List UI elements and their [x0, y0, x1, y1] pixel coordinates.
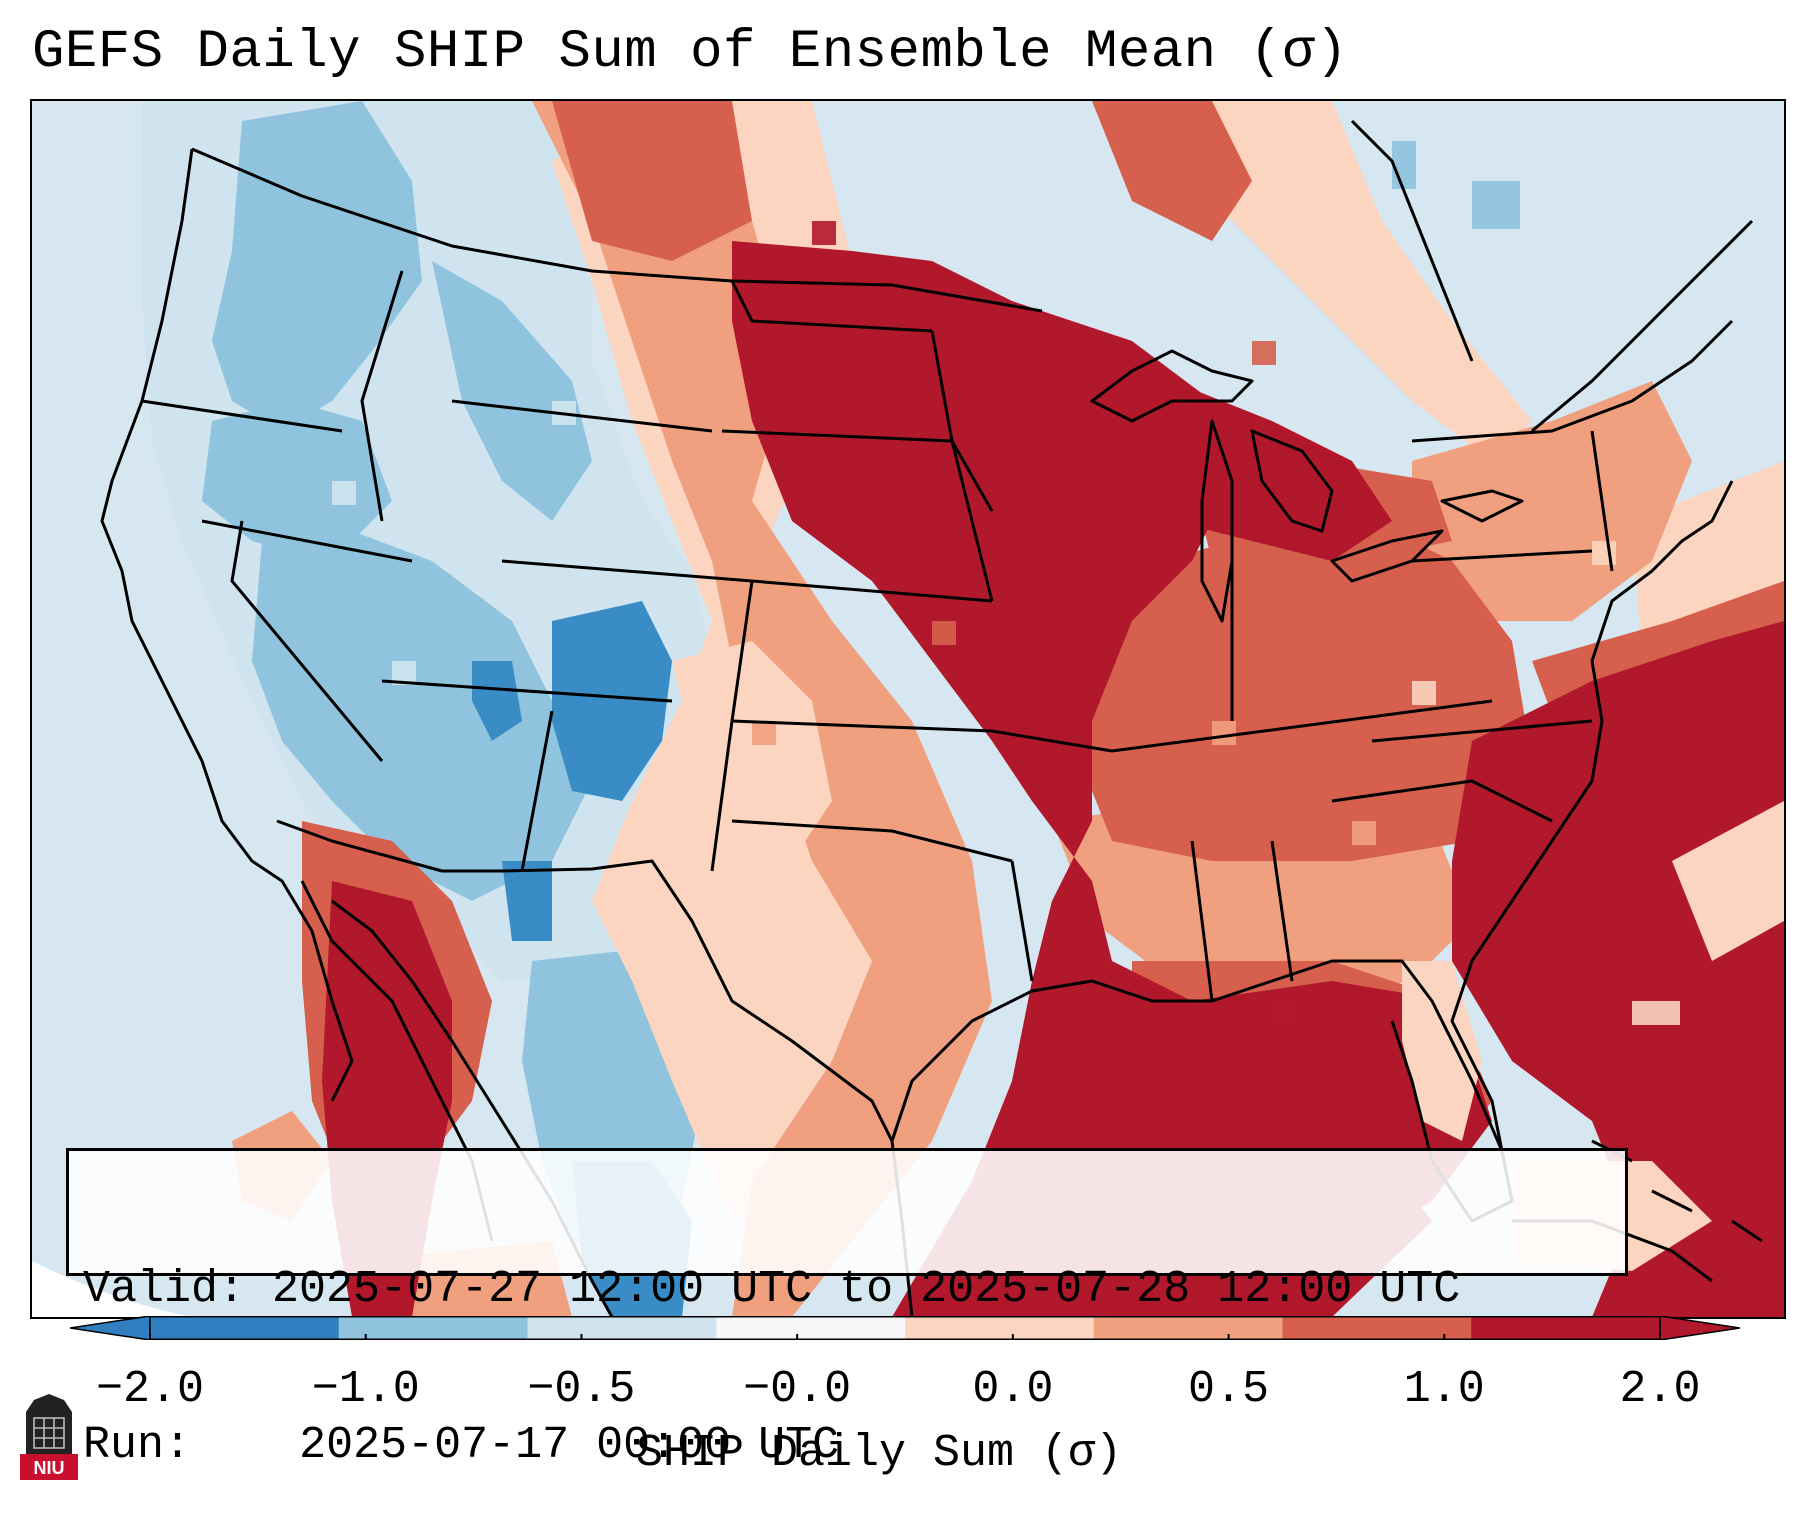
colorbar-tick-label: −0.0: [743, 1364, 852, 1415]
state-line-nc-sc: [1331, 779, 1553, 823]
valid-value: 2025-07-27 12:00 UTC to 2025-07-28 12:00…: [272, 1264, 1461, 1315]
colorbar-outline: [149, 1316, 1661, 1340]
lake-erie: [1330, 529, 1444, 583]
region-dark-blue-az: [502, 861, 552, 941]
colorbar-extend-low: [70, 1316, 151, 1340]
state-line-nm-tx: [710, 720, 734, 872]
colorbar-bin: [1093, 1316, 1283, 1340]
lake-ontario: [1440, 489, 1524, 523]
state-line-ca-nv: [230, 520, 384, 762]
region-blue-pacific-nw: [212, 101, 422, 431]
region-blue-great-basin: [252, 531, 592, 901]
state-line-ok-tx: [731, 819, 1013, 863]
colorbar-bin: [338, 1316, 528, 1340]
missing-data-region: [32, 1261, 192, 1317]
state-line-or-ca: [201, 519, 413, 563]
colorbar-tick-label: 0.0: [972, 1364, 1054, 1415]
state-line-mo-ar: [991, 729, 1113, 753]
state-line-co-ks: [730, 580, 754, 722]
state-line-id: [360, 270, 404, 522]
lake-michigan: [1200, 419, 1234, 623]
pixel-texture: [282, 141, 1680, 1025]
map-panel[interactable]: [30, 99, 1786, 1319]
boundaries: [100, 119, 1763, 1317]
colorbar-tick-label: −2.0: [95, 1364, 205, 1415]
lake-huron: [1250, 429, 1334, 533]
west-coast: [100, 148, 354, 1102]
region-salmon-northeast: [1412, 381, 1692, 621]
canada-us-border: [191, 147, 1043, 313]
state-line-wy-co: [501, 559, 753, 583]
state-line-ms-al: [1190, 840, 1214, 1002]
run-value: 2025-07-17 00:00 UTC: [299, 1420, 840, 1471]
state-line-ks-ok: [731, 719, 993, 733]
state-line-va-nc: [1371, 719, 1593, 743]
state-line-ar-la: [1010, 860, 1034, 982]
region-dark-blue-utah: [472, 661, 522, 741]
region-medium-red-north: [552, 101, 752, 261]
niu-logo: NIU: [20, 1394, 78, 1480]
colorbar-tick-label: 2.0: [1619, 1364, 1701, 1415]
colorbar-bin: [527, 1316, 717, 1340]
state-line-mn-ia: [930, 330, 994, 602]
region-peach-texas-south: [632, 841, 832, 1081]
state-line-ny-ne: [1590, 430, 1614, 572]
state-line-wa-or: [141, 399, 343, 433]
region-dark-red-atlantic: [1452, 621, 1784, 1317]
valid-row: Valid: 2025-07-27 12:00 UTC to 2025-07-2…: [83, 1264, 1611, 1316]
lake-superior: [1090, 349, 1254, 423]
colorbar-bin: [905, 1316, 1095, 1340]
region-dark-blue-colorado: [552, 601, 672, 801]
region-blue-oregon: [202, 401, 392, 561]
run-row: Run: 2025-07-17 00:00 UTC: [83, 1420, 1611, 1472]
region-blue-rockies: [432, 261, 592, 521]
colorbar-tick-label: −1.0: [311, 1364, 420, 1415]
colorbar-bin: [716, 1316, 906, 1340]
run-label: Run:: [83, 1420, 192, 1471]
state-line-tn-ky: [1111, 699, 1493, 753]
canada-lakes: [1350, 119, 1474, 362]
chart-title: GEFS Daily SHIP Sum of Ensemble Mean (σ): [32, 22, 1349, 83]
state-line-pa-ny: [1411, 549, 1593, 563]
state-line-al-ga: [1270, 840, 1294, 982]
colorbar-bin: [1471, 1316, 1661, 1340]
region-dark-red-great-lakes: [1092, 381, 1392, 561]
state-line-mt-wy: [451, 399, 713, 433]
region-peach-texas: [672, 641, 832, 861]
us-mexico-border: [276, 819, 894, 1142]
state-line-ut-az: [381, 679, 673, 703]
colorbar-bin: [1282, 1316, 1472, 1340]
colorbar-tick-label: 0.5: [1188, 1364, 1270, 1415]
valid-label: Valid:: [83, 1264, 246, 1315]
colorbar-tick-label: −0.5: [527, 1364, 636, 1415]
state-line-az-nm: [520, 710, 554, 872]
colorbar-extend-high: [1659, 1316, 1740, 1340]
st-lawrence-river: [1531, 219, 1754, 433]
region-medium-red-east: [1072, 521, 1532, 861]
region-peach-florida: [1402, 961, 1482, 1141]
colorbar-bin: [150, 1316, 340, 1340]
niu-logo-text: NIU: [34, 1458, 65, 1478]
region-peach-atlantic-streak: [1672, 801, 1784, 961]
region-dark-red-central: [732, 241, 1492, 1317]
colorbar-label: SHIP Daily Sum (σ): [636, 1428, 1123, 1479]
colorbar: [70, 1316, 1740, 1340]
state-line-nd-sd: [730, 280, 933, 333]
valid-run-box: Valid: 2025-07-27 12:00 UTC to 2025-07-2…: [66, 1148, 1628, 1471]
state-line-ne-canada: [1411, 319, 1734, 443]
region-medium-red-ne-canada: [1092, 101, 1252, 241]
state-line-ne-ks: [751, 579, 993, 603]
colorbar-tick-label: 1.0: [1403, 1364, 1485, 1415]
anomaly-map[interactable]: [32, 101, 1784, 1317]
east-coast: [1450, 480, 1734, 1202]
